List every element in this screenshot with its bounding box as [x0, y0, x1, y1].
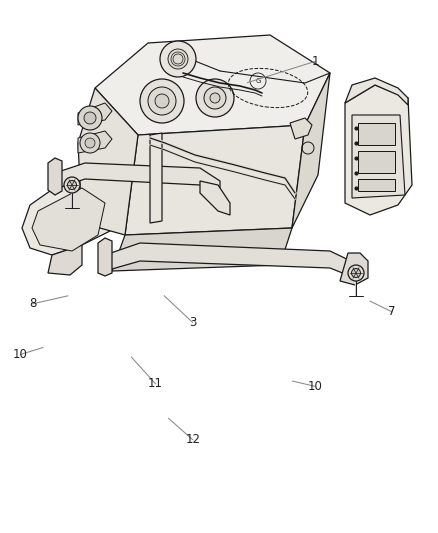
Circle shape: [67, 181, 77, 190]
Circle shape: [78, 106, 102, 130]
Polygon shape: [78, 88, 138, 235]
Text: 10: 10: [13, 348, 28, 361]
Polygon shape: [200, 181, 230, 215]
Circle shape: [155, 94, 169, 108]
Circle shape: [204, 87, 226, 109]
Circle shape: [140, 79, 184, 123]
Polygon shape: [352, 115, 405, 198]
Circle shape: [160, 41, 196, 77]
Circle shape: [352, 269, 360, 278]
Polygon shape: [290, 118, 312, 139]
Circle shape: [64, 177, 80, 193]
Polygon shape: [358, 179, 395, 191]
Text: 10: 10: [308, 380, 323, 393]
Polygon shape: [55, 163, 220, 193]
Text: G: G: [255, 78, 261, 84]
Circle shape: [84, 112, 96, 124]
Polygon shape: [292, 73, 330, 228]
Circle shape: [210, 93, 220, 103]
Circle shape: [168, 49, 188, 69]
Text: 7: 7: [388, 305, 396, 318]
Circle shape: [196, 79, 234, 117]
Polygon shape: [48, 245, 82, 275]
Polygon shape: [95, 35, 330, 135]
Circle shape: [85, 138, 95, 148]
Polygon shape: [345, 78, 408, 105]
Polygon shape: [112, 228, 292, 271]
Text: 8: 8: [29, 297, 36, 310]
Polygon shape: [105, 243, 355, 278]
Text: 3: 3: [189, 316, 196, 329]
Polygon shape: [358, 151, 395, 173]
Polygon shape: [48, 158, 62, 195]
Text: 12: 12: [185, 433, 200, 446]
Polygon shape: [32, 188, 105, 251]
Circle shape: [148, 87, 176, 115]
Polygon shape: [345, 85, 412, 215]
Circle shape: [80, 133, 100, 153]
Polygon shape: [150, 133, 162, 223]
Polygon shape: [125, 125, 305, 235]
Text: 1: 1: [311, 55, 319, 68]
Circle shape: [348, 265, 364, 281]
Text: 11: 11: [148, 377, 163, 390]
Polygon shape: [22, 173, 118, 255]
Polygon shape: [358, 123, 395, 145]
Polygon shape: [340, 253, 368, 285]
Polygon shape: [78, 103, 112, 125]
Polygon shape: [98, 238, 112, 276]
Polygon shape: [78, 131, 112, 153]
